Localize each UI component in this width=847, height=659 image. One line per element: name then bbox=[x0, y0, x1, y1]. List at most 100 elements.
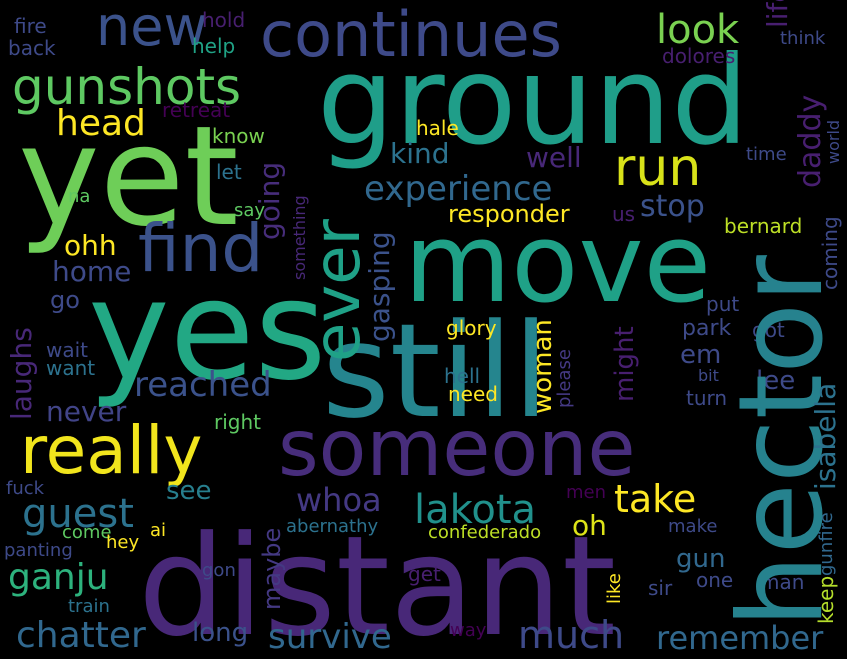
word-gon: gon bbox=[202, 560, 236, 581]
word-home: home bbox=[52, 255, 132, 288]
word-way: way bbox=[450, 620, 487, 641]
word-long: long bbox=[192, 618, 249, 648]
word-might: might bbox=[610, 326, 640, 402]
word-reached: reached bbox=[134, 365, 272, 405]
word-remember: remember bbox=[656, 619, 824, 657]
word-maybe: maybe bbox=[258, 527, 286, 610]
word-world: world bbox=[824, 119, 843, 164]
word-find: find bbox=[138, 210, 264, 287]
word-one: one bbox=[696, 568, 734, 592]
word-train: train bbox=[68, 596, 110, 617]
word-fuck: fuck bbox=[6, 478, 45, 499]
word-life: life bbox=[761, 0, 794, 28]
word-right: right bbox=[214, 410, 261, 434]
word-isabella: isabella bbox=[809, 382, 842, 490]
word-whoa: whoa bbox=[296, 481, 382, 519]
word-kind: kind bbox=[390, 137, 450, 170]
word-come: come bbox=[62, 522, 112, 543]
word-go: go bbox=[50, 286, 80, 314]
word-woman: woman bbox=[528, 319, 558, 414]
word-like: like bbox=[604, 573, 625, 604]
word-chatter: chatter bbox=[16, 615, 146, 656]
word-want: want bbox=[46, 356, 96, 380]
word-ai: ai bbox=[150, 520, 167, 541]
word-park: park bbox=[682, 316, 732, 341]
word-oh: oh bbox=[572, 509, 607, 542]
word-ohh: ohh bbox=[64, 229, 117, 262]
word-responder: responder bbox=[448, 200, 570, 228]
word-gunfire: gunfire bbox=[816, 512, 837, 576]
word-move: move bbox=[404, 199, 712, 327]
word-continues: continues bbox=[260, 0, 562, 71]
word-wait: wait bbox=[46, 338, 89, 362]
word-abernathy: abernathy bbox=[286, 516, 379, 537]
word-know: know bbox=[212, 124, 265, 148]
word-guest: guest bbox=[22, 491, 134, 537]
word-dolores: dolores bbox=[662, 44, 736, 68]
word-coming: coming bbox=[818, 216, 842, 290]
word-experience: experience bbox=[364, 169, 553, 209]
word-stop: stop bbox=[640, 189, 705, 224]
word-ganju: ganju bbox=[8, 557, 109, 598]
word-really: really bbox=[20, 412, 203, 489]
word-help: help bbox=[192, 34, 236, 58]
word-gasping: gasping bbox=[363, 231, 396, 342]
word-see: see bbox=[166, 476, 212, 506]
word-hale: hale bbox=[416, 116, 459, 140]
word-gunshots: gunshots bbox=[12, 58, 242, 116]
word-ground: ground bbox=[317, 30, 749, 172]
word-take: take bbox=[614, 477, 697, 521]
word-na: na bbox=[68, 186, 91, 207]
word-someone: someone bbox=[278, 404, 636, 494]
word-sir: sir bbox=[648, 576, 673, 600]
word-hell: hell bbox=[444, 364, 481, 388]
word-confederado: confederado bbox=[428, 522, 542, 543]
word-lee: lee bbox=[756, 366, 796, 396]
word-new: new bbox=[96, 0, 208, 58]
word-yes: yes bbox=[88, 250, 327, 411]
word-bernard: bernard bbox=[724, 214, 803, 238]
word-much: much bbox=[518, 613, 625, 657]
word-got: got bbox=[752, 318, 785, 342]
word-men: men bbox=[566, 482, 607, 503]
word-panting: panting bbox=[4, 540, 73, 561]
word-ever: ever bbox=[301, 219, 375, 362]
word-going: going bbox=[253, 161, 286, 240]
word-retreat: retreat bbox=[162, 98, 231, 122]
word-survive: survive bbox=[268, 617, 392, 657]
word-daddy: daddy bbox=[793, 94, 828, 188]
word-distant: distant bbox=[138, 506, 617, 659]
word-put: put bbox=[706, 292, 740, 316]
word-us: us bbox=[612, 202, 636, 226]
word-please: please bbox=[554, 349, 575, 408]
word-time: time bbox=[746, 144, 787, 165]
word-well: well bbox=[526, 141, 582, 174]
word-never: never bbox=[46, 395, 127, 428]
word-get: get bbox=[408, 562, 441, 586]
word-say: say bbox=[234, 200, 266, 221]
word-glory: glory bbox=[446, 316, 497, 340]
word-something: something bbox=[290, 195, 309, 280]
word-em: em bbox=[680, 340, 722, 370]
word-fire: fire bbox=[14, 14, 47, 38]
word-think: think bbox=[780, 28, 826, 49]
word-need: need bbox=[448, 382, 498, 406]
word-bit: bit bbox=[698, 366, 719, 385]
word-turn: turn bbox=[686, 386, 728, 410]
word-yet: yet bbox=[18, 96, 239, 257]
word-keep: keep bbox=[814, 575, 838, 624]
word-hold: hold bbox=[202, 8, 246, 32]
word-head: head bbox=[56, 103, 146, 144]
word-hey: hey bbox=[106, 532, 140, 553]
word-man: man bbox=[760, 570, 805, 594]
word-laughs: laughs bbox=[5, 327, 38, 420]
word-look: look bbox=[656, 7, 740, 53]
word-still: still bbox=[322, 295, 550, 447]
word-lakota: lakota bbox=[414, 487, 537, 533]
word-back: back bbox=[8, 36, 56, 60]
word-gun: gun bbox=[676, 544, 726, 574]
word-run: run bbox=[614, 138, 702, 198]
word-let: let bbox=[216, 160, 242, 184]
word-make: make bbox=[668, 516, 718, 537]
